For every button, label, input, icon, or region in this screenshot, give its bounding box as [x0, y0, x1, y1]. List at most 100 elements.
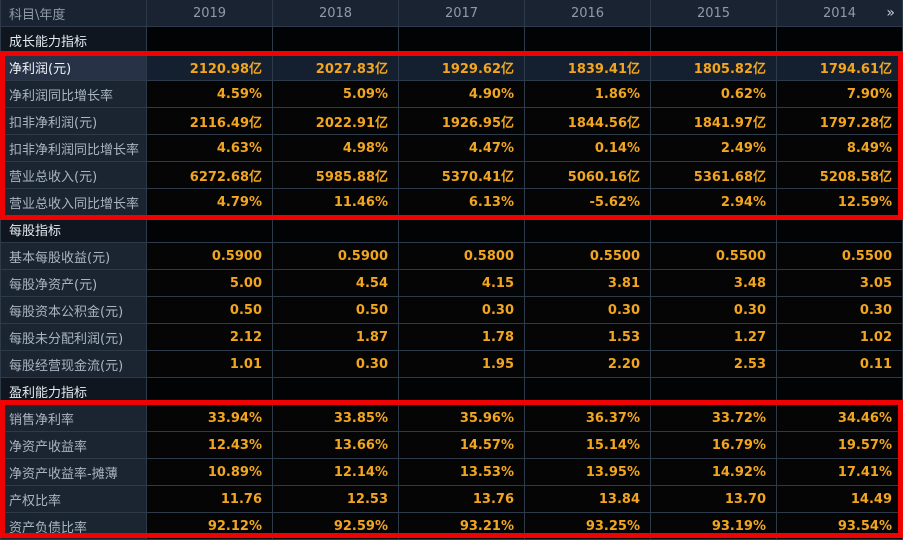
metric-value: 1.27 [651, 324, 777, 351]
metric-value: -5.62% [525, 189, 651, 216]
section-row-per_share: 每股指标 [0, 216, 903, 243]
metric-value: 4.59% [147, 81, 273, 108]
metric-value: 0.50 [147, 297, 273, 324]
metric-value: 13.53% [399, 459, 525, 486]
metric-row[interactable]: 净利润(元) 2120.98亿 2027.83亿 1929.62亿 1839.41亿 18… [0, 54, 903, 81]
year-label: 2017 [444, 5, 479, 21]
metric-value: 0.30 [399, 297, 525, 324]
metric-value: 93.21% [399, 513, 525, 540]
metric-value: 2120.98亿 [147, 54, 273, 81]
metric-row[interactable]: 产权比率 11.76 12.53 13.76 13.84 13.70 14.49 [0, 486, 903, 513]
metric-row[interactable]: 营业总收入(元) 6272.68亿 5985.88亿 5370.41亿 5060.16亿… [0, 162, 903, 189]
metric-value: 16.79% [651, 432, 777, 459]
metric-value: 10.89% [147, 459, 273, 486]
column-header-subject-year: 科目\年度 [0, 0, 147, 27]
metric-label: 基本每股收益(元) [0, 243, 147, 270]
metric-value: 33.94% [147, 405, 273, 432]
metric-label: 净资产收益率-摊薄 [0, 459, 147, 486]
metric-label: 扣非净利润(元) [0, 108, 147, 135]
metric-value: 4.98% [273, 135, 399, 162]
metric-row[interactable]: 扣非净利润(元) 2116.49亿 2022.91亿 1926.95亿 1844.56亿… [0, 108, 903, 135]
metric-value: 93.54% [777, 513, 903, 540]
metric-value: 0.14% [525, 135, 651, 162]
section-empty-cell [777, 27, 903, 54]
metric-value: 11.46% [273, 189, 399, 216]
metric-row[interactable]: 净资产收益率-摊薄 10.89% 12.14% 13.53% 13.95% 14.92% 1… [0, 459, 903, 486]
metric-value: 12.59% [777, 189, 903, 216]
section-empty-cell [399, 27, 525, 54]
metric-value: 2.53 [651, 351, 777, 378]
section-empty-cell [777, 378, 903, 405]
metric-value: 14.49 [777, 486, 903, 513]
metric-value: 13.66% [273, 432, 399, 459]
metric-value: 4.90% [399, 81, 525, 108]
metric-value: 15.14% [525, 432, 651, 459]
metric-value: 0.5800 [399, 243, 525, 270]
scroll-more-years-icon[interactable]: » [886, 5, 895, 21]
metric-value: 93.25% [525, 513, 651, 540]
metric-row[interactable]: 每股净资产(元) 5.00 4.54 4.15 3.81 3.48 3.05 [0, 270, 903, 297]
metric-row[interactable]: 每股资本公积金(元) 0.50 0.50 0.30 0.30 0.30 0.30 [0, 297, 903, 324]
column-header-year-2014: 2014 » [777, 0, 903, 27]
metric-value: 4.63% [147, 135, 273, 162]
metric-value: 2.94% [651, 189, 777, 216]
metric-value: 3.05 [777, 270, 903, 297]
metric-value: 5060.16亿 [525, 162, 651, 189]
section-empty-cell [651, 216, 777, 243]
metric-value: 0.5500 [651, 243, 777, 270]
metric-value: 7.90% [777, 81, 903, 108]
section-empty-cell [147, 27, 273, 54]
year-label: 2014 [822, 5, 857, 21]
metric-value: 1.87 [273, 324, 399, 351]
metric-value: 33.85% [273, 405, 399, 432]
metric-row[interactable]: 净利润同比增长率 4.59% 5.09% 4.90% 1.86% 0.62% 7.90% [0, 81, 903, 108]
metric-value: 6.13% [399, 189, 525, 216]
metric-value: 1.02 [777, 324, 903, 351]
metric-row[interactable]: 基本每股收益(元) 0.5900 0.5900 0.5800 0.5500 0.5500 0… [0, 243, 903, 270]
section-empty-cell [525, 378, 651, 405]
metric-value: 5361.68亿 [651, 162, 777, 189]
metric-value: 0.5500 [777, 243, 903, 270]
section-empty-cell [147, 216, 273, 243]
table-header-row: 科目\年度 2019 2018 2017 2016 2015 2014 » [0, 0, 903, 27]
metric-value: 1844.56亿 [525, 108, 651, 135]
metric-row[interactable]: 每股经营现金流(元) 1.01 0.30 1.95 2.20 2.53 0.11 [0, 351, 903, 378]
metric-value: 5985.88亿 [273, 162, 399, 189]
metric-row[interactable]: 销售净利率 33.94% 33.85% 35.96% 36.37% 33.72% 34.46… [0, 405, 903, 432]
metric-value: 4.47% [399, 135, 525, 162]
section-empty-cell [399, 216, 525, 243]
metric-value: 1794.61亿 [777, 54, 903, 81]
metric-label: 营业总收入(元) [0, 162, 147, 189]
section-title: 盈利能力指标 [0, 378, 147, 405]
metric-value: 0.62% [651, 81, 777, 108]
metric-value: 92.12% [147, 513, 273, 540]
metric-value: 1929.62亿 [399, 54, 525, 81]
metric-value: 19.57% [777, 432, 903, 459]
metric-row[interactable]: 每股未分配利润(元) 2.12 1.87 1.78 1.53 1.27 1.02 [0, 324, 903, 351]
section-empty-cell [525, 216, 651, 243]
metric-value: 4.15 [399, 270, 525, 297]
metric-value: 1.53 [525, 324, 651, 351]
metric-value: 13.76 [399, 486, 525, 513]
metric-value: 2.12 [147, 324, 273, 351]
metric-value: 5370.41亿 [399, 162, 525, 189]
metric-row[interactable]: 净资产收益率 12.43% 13.66% 14.57% 15.14% 16.79% 19.5… [0, 432, 903, 459]
metric-value: 17.41% [777, 459, 903, 486]
metric-value: 13.70 [651, 486, 777, 513]
metric-value: 93.19% [651, 513, 777, 540]
metric-value: 1926.95亿 [399, 108, 525, 135]
section-empty-cell [777, 216, 903, 243]
metric-value: 5208.58亿 [777, 162, 903, 189]
metric-row[interactable]: 营业总收入同比增长率 4.79% 11.46% 6.13% -5.62% 2.94% 12.… [0, 189, 903, 216]
year-label: 2019 [192, 5, 227, 21]
metric-value: 3.48 [651, 270, 777, 297]
metric-value: 13.84 [525, 486, 651, 513]
column-header-year-2016: 2016 [525, 0, 651, 27]
metric-label: 净利润(元) [0, 54, 147, 81]
metric-row[interactable]: 扣非净利润同比增长率 4.63% 4.98% 4.47% 0.14% 2.49% 8.49% [0, 135, 903, 162]
metric-row[interactable]: 资产负债比率 92.12% 92.59% 93.21% 93.25% 93.19% 93.5… [0, 513, 903, 540]
metric-value: 2.49% [651, 135, 777, 162]
metric-value: 12.43% [147, 432, 273, 459]
metric-value: 0.30 [651, 297, 777, 324]
metric-label: 资产负债比率 [0, 513, 147, 540]
